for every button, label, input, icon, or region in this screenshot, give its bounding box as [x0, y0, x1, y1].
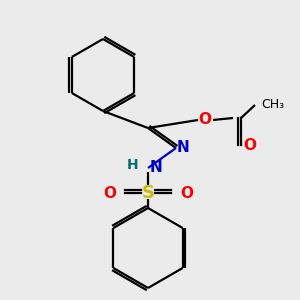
Text: O: O [243, 137, 256, 152]
Text: O: O [180, 185, 193, 200]
Text: H: H [126, 158, 138, 172]
Text: N: N [177, 140, 190, 155]
Text: O: O [103, 185, 116, 200]
Text: CH₃: CH₃ [261, 98, 284, 112]
Text: O: O [199, 112, 212, 128]
Text: N: N [150, 160, 163, 175]
Text: S: S [142, 184, 154, 202]
